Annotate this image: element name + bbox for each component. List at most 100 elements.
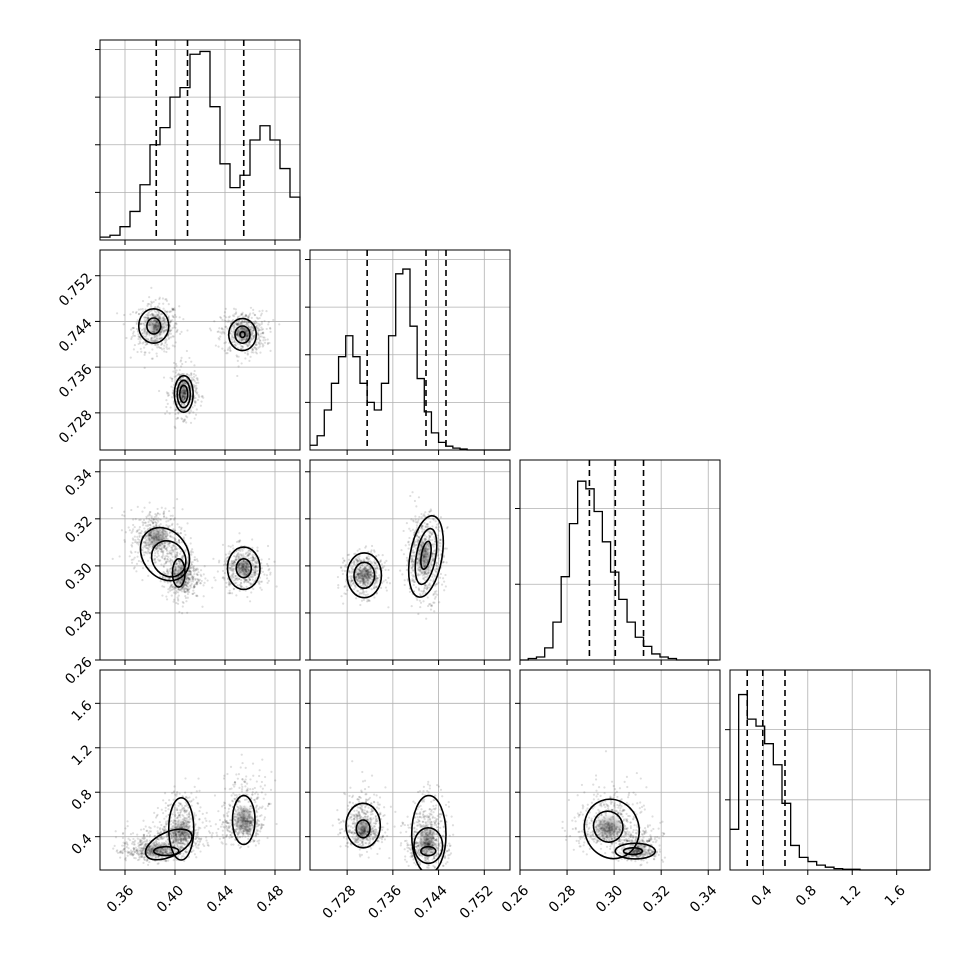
scatter-point xyxy=(133,850,137,854)
scatter-point xyxy=(188,374,191,377)
scatter-point xyxy=(126,850,129,853)
scatter-point xyxy=(255,325,258,328)
scatter-point xyxy=(189,570,193,573)
scatter-point xyxy=(146,318,149,321)
scatter-point xyxy=(196,581,199,584)
scatter-point xyxy=(260,312,263,315)
scatter-point xyxy=(180,590,184,593)
scatter-point xyxy=(238,539,241,542)
scatter-point xyxy=(166,392,169,395)
scatter-point xyxy=(222,328,225,331)
scatter-point xyxy=(359,584,362,587)
scatter-point xyxy=(167,303,170,306)
scatter-point xyxy=(202,573,205,576)
scatter-point xyxy=(250,591,253,594)
scatter-point xyxy=(361,592,364,595)
scatter-point xyxy=(165,350,168,354)
scatter-point xyxy=(179,587,183,591)
scatter-point xyxy=(151,520,154,524)
scatter-point xyxy=(248,548,251,552)
scatter-point xyxy=(402,553,406,556)
scatter-point xyxy=(180,557,184,560)
scatter-point xyxy=(150,339,153,342)
scatter-point xyxy=(151,348,154,351)
scatter-point xyxy=(152,340,155,343)
scatter-point xyxy=(411,568,414,571)
scatter-point xyxy=(358,557,361,560)
scatter-point xyxy=(174,540,177,543)
scatter-point xyxy=(187,380,190,383)
scatter-point xyxy=(365,556,368,559)
scatter-point xyxy=(428,586,431,589)
scatter-point xyxy=(179,359,183,362)
scatter-point xyxy=(442,560,445,564)
scatter-point xyxy=(186,563,189,566)
scatter-point xyxy=(228,589,231,592)
scatter-point xyxy=(168,509,171,513)
scatter-point xyxy=(146,316,149,319)
scatter-point xyxy=(127,526,130,529)
scatter-point xyxy=(168,577,172,580)
scatter-point xyxy=(263,341,267,344)
scatter-point xyxy=(171,555,174,558)
scatter-point xyxy=(122,831,125,835)
scatter-point xyxy=(260,322,264,325)
scatter-point xyxy=(375,569,378,573)
scatter-point xyxy=(269,349,272,352)
scatter-point xyxy=(341,561,345,564)
scatter-point xyxy=(356,589,359,592)
scatter-point xyxy=(262,339,265,342)
scatter-point xyxy=(116,851,120,855)
scatter-point xyxy=(235,594,238,597)
scatter-point xyxy=(173,324,176,327)
scatter-point xyxy=(163,317,167,321)
scatter-point xyxy=(143,838,146,841)
scatter-point xyxy=(141,310,145,313)
contour-line xyxy=(234,325,251,344)
scatter-point xyxy=(220,327,223,330)
scatter-point xyxy=(130,545,134,548)
scatter-point xyxy=(409,529,412,532)
scatter-point xyxy=(256,569,259,573)
scatter-point xyxy=(113,844,116,847)
scatter-point xyxy=(439,516,443,519)
scatter-point xyxy=(417,496,421,499)
scatter-point xyxy=(171,544,174,547)
scatter-point xyxy=(151,339,154,342)
scatter-point xyxy=(196,802,199,805)
scatter-point xyxy=(157,345,160,349)
scatter-point xyxy=(129,833,133,836)
scatter-point xyxy=(387,606,390,609)
scatter-point xyxy=(433,543,436,546)
scatter-point xyxy=(247,321,250,324)
scatter-point xyxy=(129,328,133,331)
contour-line xyxy=(171,558,186,588)
scatter-point xyxy=(358,559,361,562)
scatter-point xyxy=(439,572,443,576)
scatter-point xyxy=(228,582,232,585)
scatter-point xyxy=(246,353,249,356)
scatter-point xyxy=(228,566,231,570)
scatter-point xyxy=(167,555,170,558)
scatter-point xyxy=(123,848,126,851)
scatter-point xyxy=(269,330,272,333)
scatter-point xyxy=(232,573,235,576)
scatter-point xyxy=(166,570,169,573)
scatter-point xyxy=(193,404,196,407)
scatter-point xyxy=(118,851,121,854)
scatter-point xyxy=(153,310,157,313)
scatter-point xyxy=(175,364,178,368)
scatter-point xyxy=(177,559,180,562)
scatter-point xyxy=(141,841,145,844)
scatter-point xyxy=(217,337,220,340)
scatter-point xyxy=(359,560,363,563)
scatter-point xyxy=(224,562,227,565)
scatter-point xyxy=(191,592,194,595)
scatter-point xyxy=(195,392,199,395)
scatter-point xyxy=(174,375,178,378)
scatter-point xyxy=(429,608,433,611)
scatter-point xyxy=(172,600,175,603)
scatter-point xyxy=(240,345,244,348)
scatter-point xyxy=(350,579,353,582)
scatter-point xyxy=(195,388,198,391)
